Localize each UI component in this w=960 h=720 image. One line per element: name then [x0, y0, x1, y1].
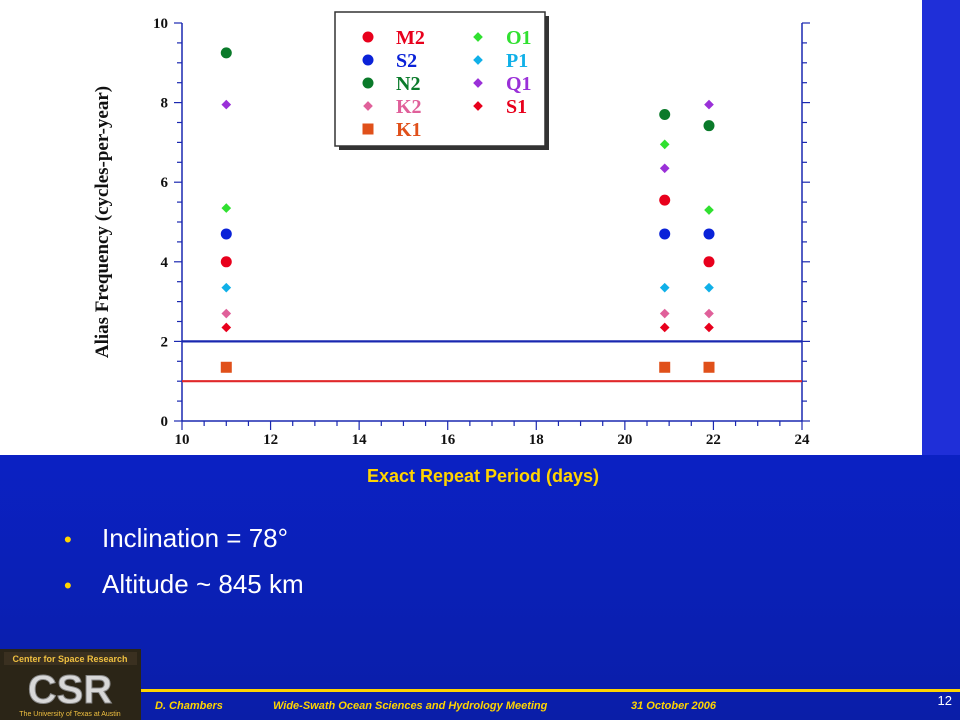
legend-label-k1: K1 [396, 119, 422, 141]
data-point-n2 [659, 109, 671, 121]
data-point-o1 [704, 205, 714, 215]
legend-label-n2: N2 [396, 73, 420, 95]
legend-label-p1: P1 [506, 50, 528, 72]
data-point-m2 [703, 256, 715, 268]
x-tick-label: 16 [440, 432, 456, 448]
data-point-s2 [659, 228, 671, 240]
y-tick-label: 2 [161, 334, 169, 350]
data-point-s1 [221, 322, 232, 333]
footer-date: 31 October 2006 [631, 700, 716, 712]
data-point-k1 [703, 361, 715, 373]
bullet-item-altitude: • Altitude ~ 845 km [64, 564, 304, 610]
data-point-s1 [704, 322, 714, 333]
legend-marker-o1 [473, 32, 483, 42]
data-point-q1 [704, 99, 714, 110]
data-point-n2 [703, 120, 715, 132]
legend-marker-q1 [473, 78, 483, 88]
logo-top-text: Center for Space Research [12, 654, 127, 664]
x-axis-caption: Exact Repeat Period (days) [366, 466, 600, 486]
x-tick-label: 22 [706, 432, 721, 448]
legend-label-m2: M2 [396, 27, 425, 49]
data-point-o1 [221, 203, 232, 213]
x-tick-label: 24 [795, 432, 811, 448]
data-point-k2 [704, 308, 714, 319]
x-tick-label: 18 [529, 432, 544, 448]
data-point-p1 [704, 282, 714, 293]
logo-main-text: CSR [28, 668, 113, 712]
x-tick-label: 20 [617, 432, 632, 448]
bullet-text: Inclination = 78° [102, 523, 289, 553]
slide-right-band [922, 0, 960, 455]
logo-bottom-text: The University of Texas at Austin [19, 711, 121, 718]
legend-marker-k1 [362, 123, 374, 135]
legend-marker-n2 [362, 77, 374, 89]
data-point-m2 [220, 256, 232, 268]
bullet-dot-icon: • [64, 573, 72, 598]
legend-marker-s1 [473, 101, 483, 111]
data-point-k1 [220, 361, 232, 373]
bullet-text: Altitude ~ 845 km [102, 569, 304, 599]
legend-marker-s2 [362, 54, 374, 66]
footer-meeting: Wide-Swath Ocean Sciences and Hydrology … [273, 700, 548, 712]
data-point-n2 [220, 47, 232, 59]
legend-label-k2: K2 [396, 96, 422, 118]
page-number: 12 [937, 693, 952, 708]
footer-author: D. Chambers [155, 700, 223, 712]
footer: D. Chambers Wide-Swath Ocean Sciences an… [141, 693, 960, 720]
data-point-s2 [703, 228, 715, 240]
footer-divider [141, 689, 960, 692]
data-point-q1 [659, 163, 670, 174]
data-point-s2 [220, 228, 232, 240]
csr-logo: Center for Space Research CSR The Univer… [0, 649, 141, 720]
data-point-k1 [659, 361, 671, 373]
y-tick-label: 0 [161, 414, 169, 430]
legend-marker-p1 [473, 55, 483, 65]
x-tick-label: 12 [263, 432, 278, 448]
data-point-k2 [221, 308, 232, 319]
y-tick-label: 8 [161, 96, 169, 112]
y-tick-label: 4 [161, 255, 169, 271]
legend-label-q1: Q1 [506, 73, 532, 95]
legend-label-s1: S1 [506, 96, 527, 118]
bullet-item-inclination: • Inclination = 78° [64, 518, 304, 564]
bullet-dot-icon: • [64, 527, 72, 552]
x-tick-label: 14 [352, 432, 368, 448]
data-point-o1 [659, 139, 670, 150]
legend-marker-k2 [363, 101, 373, 111]
legend-label-o1: O1 [506, 27, 532, 49]
data-point-s1 [659, 322, 670, 333]
y-axis-label: Alias Frequency (cycles-per-year) [92, 86, 113, 358]
data-point-p1 [221, 282, 232, 293]
x-tick-label: 10 [175, 432, 190, 448]
legend-label-s2: S2 [396, 50, 417, 72]
bullet-list: • Inclination = 78° • Altitude ~ 845 km [64, 518, 304, 610]
y-tick-label: 10 [153, 16, 168, 32]
y-tick-label: 6 [161, 175, 169, 191]
data-point-m2 [659, 194, 671, 206]
data-point-k2 [659, 308, 670, 319]
data-point-q1 [221, 99, 232, 110]
data-point-p1 [659, 282, 670, 293]
legend-marker-m2 [362, 31, 374, 43]
chart-panel: 0 2 4 6 8 10 10 12 14 16 18 20 22 24 M2 S2 N2 K2 K1 O1 P1 Q1… [92, 11, 811, 448]
